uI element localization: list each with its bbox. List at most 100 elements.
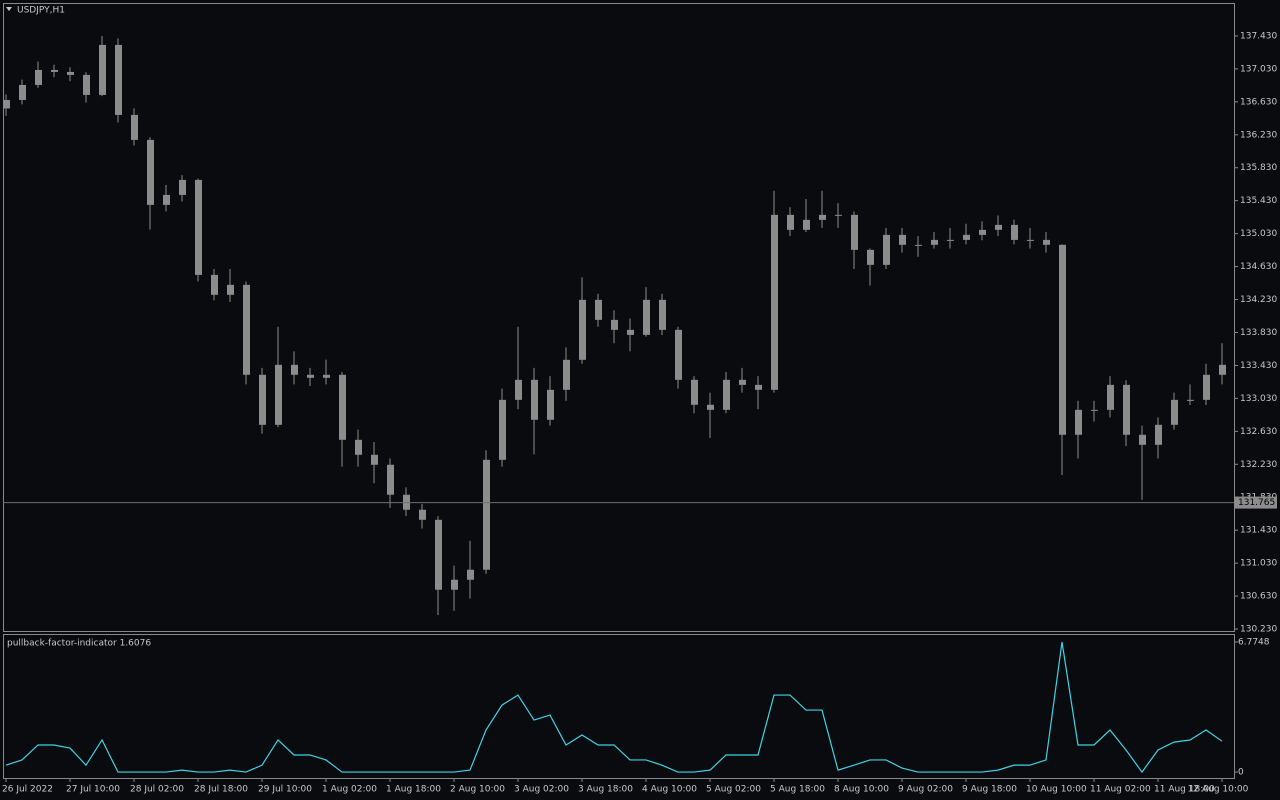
candle-body: [243, 284, 250, 375]
candle-body: [1059, 244, 1066, 435]
y-tick-label: 132.230: [1240, 460, 1277, 470]
candle-body: [499, 399, 506, 460]
candle-body: [355, 439, 362, 455]
candle-body: [771, 214, 778, 390]
x-tick-label: 28 Jul 18:00: [194, 785, 248, 795]
x-tick-label: 26 Jul 2022: [2, 785, 53, 795]
indicator-line: [5, 641, 1223, 774]
candle-body: [1123, 384, 1130, 435]
symbol-title: USDJPY,H1: [17, 6, 65, 16]
candle-body: [467, 569, 474, 580]
candle-body: [835, 214, 842, 216]
price-pane: [3, 3, 1235, 632]
candle-body: [1155, 424, 1162, 445]
candle-body: [995, 224, 1002, 230]
candle-body: [195, 179, 202, 275]
candle-body: [819, 214, 826, 220]
candle-body: [627, 329, 634, 335]
y-tick-label: 0: [1238, 768, 1244, 778]
candle-body: [1027, 239, 1034, 241]
candle-body: [963, 234, 970, 240]
candle-body: [803, 219, 810, 230]
candle-body: [51, 69, 58, 72]
candle-body: [515, 379, 522, 400]
candle-body: [211, 274, 218, 295]
y-tick-label: 136.230: [1240, 130, 1277, 140]
candle-body: [611, 319, 618, 330]
y-tick-label: 130.230: [1240, 625, 1277, 635]
candle-body: [275, 364, 282, 425]
y-tick-label: 133.430: [1240, 361, 1277, 371]
candle-body: [643, 299, 650, 335]
candle-body: [707, 404, 714, 410]
candle-body: [1203, 374, 1210, 400]
y-tick-label: 134.630: [1240, 262, 1277, 272]
candle-body: [99, 44, 106, 95]
candle-body: [659, 299, 666, 330]
candle-body: [387, 464, 394, 495]
y-tick-label: 6.7748: [1238, 638, 1270, 648]
candle-body: [579, 299, 586, 360]
candle-body: [1043, 239, 1050, 245]
candle-body: [755, 384, 762, 390]
candle-body: [163, 194, 170, 205]
y-tick-label: 131.430: [1240, 526, 1277, 536]
candle-body: [979, 229, 986, 235]
x-tick-label: 28 Jul 02:00: [130, 785, 184, 795]
x-tick-label: 4 Aug 10:00: [642, 785, 697, 795]
candle-body: [1171, 399, 1178, 425]
candle-body: [67, 71, 74, 75]
x-tick-label: 3 Aug 18:00: [578, 785, 633, 795]
current-price-label: 131.765: [1238, 498, 1275, 508]
candle-body: [931, 239, 938, 245]
candle-body: [1011, 224, 1018, 240]
candle-body: [35, 69, 42, 85]
y-tick-label: 132.630: [1240, 427, 1277, 437]
x-tick-label: 5 Aug 02:00: [706, 785, 761, 795]
candle-body: [1075, 409, 1082, 435]
candle-body: [307, 374, 314, 378]
y-tick-label: 133.830: [1240, 328, 1277, 338]
candle-body: [483, 459, 490, 570]
candle-body: [179, 179, 186, 195]
indicator-pane: [3, 634, 1235, 779]
candle-body: [1219, 364, 1226, 375]
x-tick-label: 8 Aug 10:00: [834, 785, 889, 795]
x-tick-label: 2 Aug 10:00: [450, 785, 505, 795]
x-tick-label: 9 Aug 02:00: [898, 785, 953, 795]
x-tick-label: 1 Aug 18:00: [386, 785, 441, 795]
x-tick-label: 9 Aug 18:00: [962, 785, 1017, 795]
candle-body: [595, 299, 602, 320]
candle-body: [1187, 399, 1194, 401]
y-tick-label: 135.430: [1240, 196, 1277, 206]
candle-body: [723, 379, 730, 410]
candle-body: [787, 214, 794, 230]
candle-body: [915, 244, 922, 246]
candle-body: [323, 374, 330, 378]
candle-body: [899, 234, 906, 245]
candle-body: [883, 234, 890, 265]
candle-body: [259, 374, 266, 425]
y-tick-label: 135.030: [1240, 229, 1277, 239]
candle-body: [83, 74, 90, 95]
x-tick-label: 5 Aug 18:00: [770, 785, 825, 795]
candle-body: [115, 44, 122, 115]
candle-body: [435, 519, 442, 590]
candle-body: [19, 84, 26, 100]
candle-body: [739, 379, 746, 385]
symbol-menu-icon[interactable]: [6, 7, 12, 11]
candle-body: [339, 374, 346, 440]
current-price-box: [1235, 496, 1277, 509]
candle-body: [675, 329, 682, 380]
x-tick-label: 1 Aug 02:00: [322, 785, 377, 795]
candle-body: [451, 579, 458, 590]
y-tick-label: 136.630: [1240, 97, 1277, 107]
candle-body: [691, 379, 698, 405]
x-tick-label: 11 Aug 18:00: [1154, 785, 1215, 795]
y-tick-label: 130.630: [1240, 592, 1277, 602]
x-tick-label: 3 Aug 02:00: [514, 785, 569, 795]
y-tick-label: 137.030: [1240, 64, 1277, 74]
candle-body: [947, 239, 954, 241]
